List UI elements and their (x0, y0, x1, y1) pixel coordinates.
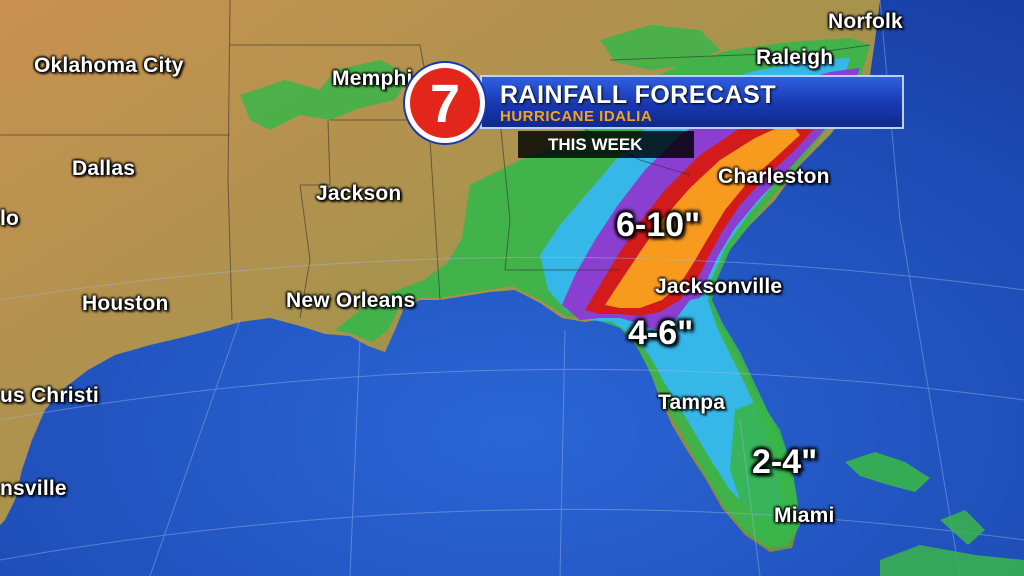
timeframe-label: THIS WEEK (548, 135, 643, 154)
florida-rain (730, 400, 798, 545)
city-oklahoma-city: Oklahoma City (34, 54, 184, 77)
rain-cells-west (240, 60, 410, 130)
rain-swath-extreme (605, 122, 800, 308)
banner-subtitle: HURRICANE IDALIA (500, 108, 653, 125)
city-miami: Miami (774, 504, 835, 527)
channel-7-logo: 7 (403, 61, 487, 145)
bahamas-islands (940, 510, 985, 545)
rainfall-amount-light: 2-4" (752, 443, 818, 481)
rainfall-amount-heavy: 6-10" (616, 206, 701, 244)
city-corpus-christi: us Christi (0, 384, 99, 407)
city-jackson: Jackson (316, 182, 402, 205)
city-new-orleans: New Orleans (286, 289, 416, 312)
timeframe-tag: THIS WEEK (518, 131, 694, 158)
city-charleston: Charleston (718, 165, 830, 188)
rainfall-amount-moderate: 4-6" (628, 314, 694, 352)
city-houston: Houston (82, 292, 169, 315)
city-brownsville: nsville (0, 477, 67, 500)
city-abilene: lo (0, 207, 20, 230)
city-jacksonville: Jacksonville (655, 275, 783, 298)
city-memphis: Memphi (332, 67, 413, 90)
bahamas (845, 452, 930, 492)
city-norfolk: Norfolk (828, 10, 903, 33)
logo-number: 7 (430, 74, 460, 134)
city-tampa: Tampa (658, 391, 726, 414)
city-dallas: Dallas (72, 157, 136, 180)
cuba (880, 545, 1024, 576)
city-raleigh: Raleigh (756, 46, 834, 69)
title-banner: RAINFALL FORECAST HURRICANE IDALIA (480, 75, 904, 129)
banner-title: RAINFALL FORECAST (500, 81, 777, 109)
